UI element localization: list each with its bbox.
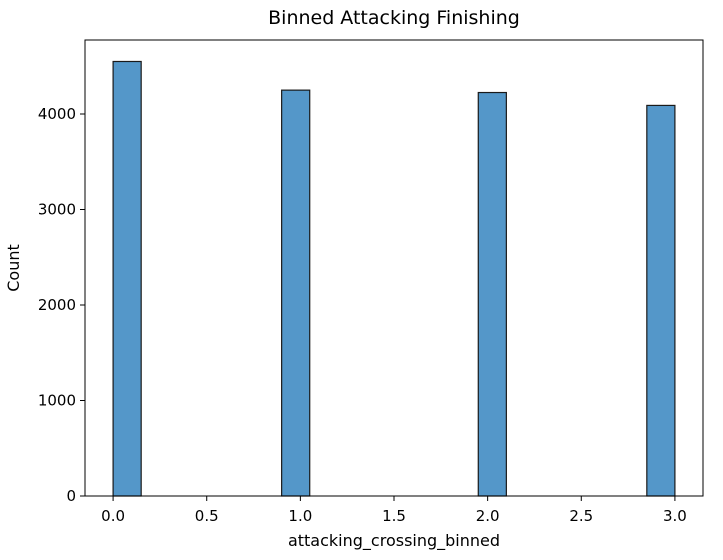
bars-group	[112, 60, 676, 497]
x-ticks-group: 0.0 0.5 1.0 1.5 2.0 2.5 3.0	[101, 496, 687, 525]
histogram-bar	[281, 89, 311, 497]
y-ticks-group: 0 1000 2000 3000 4000	[38, 105, 85, 505]
x-axis-label: attacking_crossing_binned	[288, 531, 500, 551]
x-tick-label: 1.0	[288, 507, 312, 525]
x-tick-label: 2.5	[569, 507, 593, 525]
y-tick-label: 2000	[38, 296, 76, 314]
y-tick-label: 3000	[38, 201, 76, 219]
x-tick-label: 2.0	[476, 507, 500, 525]
y-tick-label: 4000	[38, 105, 76, 123]
chart-title: Binned Attacking Finishing	[268, 7, 520, 29]
histogram-bar	[646, 104, 676, 497]
x-tick-label: 3.0	[663, 507, 687, 525]
histogram-bar	[477, 91, 507, 497]
x-tick-label: 0.5	[195, 507, 219, 525]
x-tick-label: 0.0	[101, 507, 125, 525]
y-tick-label: 1000	[38, 392, 76, 410]
histogram-bar	[112, 60, 142, 497]
x-tick-label: 1.5	[382, 507, 406, 525]
plot-frame	[84, 39, 704, 497]
y-axis-label: Count	[4, 244, 23, 292]
y-tick-label: 0	[66, 487, 76, 505]
